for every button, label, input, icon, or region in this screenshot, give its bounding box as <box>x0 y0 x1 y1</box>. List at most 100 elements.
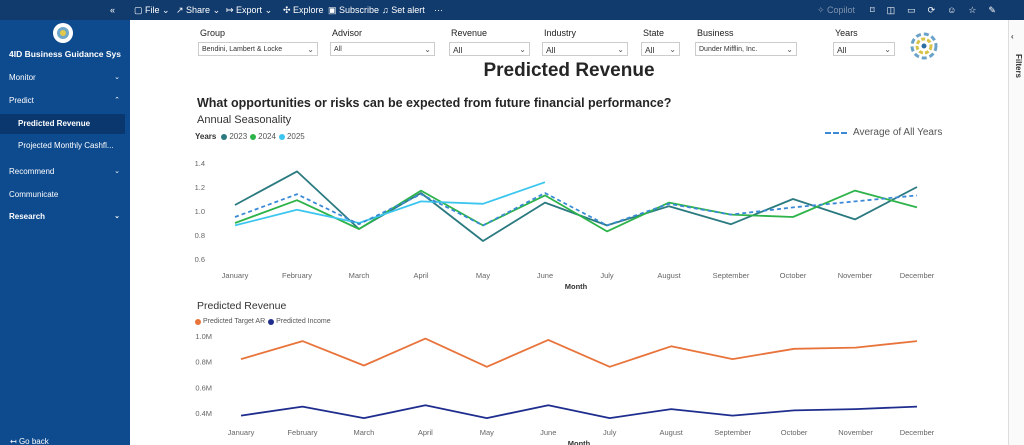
x-axis-label: Month <box>565 282 588 291</box>
filter-label: State <box>643 28 665 38</box>
nav-item[interactable]: Predict ⌃ <box>0 91 130 111</box>
dropdown-arrow: ⌄ <box>786 45 793 54</box>
toolbar-subscribe[interactable]: ▣ Subscribe <box>328 5 380 15</box>
nav-item[interactable]: Recommend ⌄ <box>0 162 130 182</box>
x-axis-label: Month <box>568 439 591 445</box>
legend-swatch <box>278 133 285 140</box>
nav-item[interactable]: Monitor ⌄ <box>0 68 130 88</box>
filter-value: All <box>546 45 556 55</box>
series-line <box>240 337 918 368</box>
legend: Average of All Years <box>825 127 942 138</box>
label: Predicted Revenue <box>18 119 91 128</box>
x-tick-label: June <box>540 428 556 437</box>
filter-label: Revenue <box>451 28 488 38</box>
sidebar: 4ID Business Guidance Sys Monitor ⌄ Predi… <box>0 20 130 445</box>
filter-label: Industry <box>544 28 577 38</box>
y-tick-label: 0.6 <box>195 255 205 264</box>
legend-item[interactable]: Predicted Target AR <box>195 318 265 325</box>
toolbar-set-alert[interactable]: ♫ Set alert <box>382 5 425 15</box>
label: Monitor <box>9 73 36 82</box>
label: File <box>145 5 160 15</box>
dropdown-arrow: ⌄ <box>519 45 526 54</box>
dropdown-arrow: ⌄ <box>424 45 431 54</box>
legend-label: Predicted Income <box>276 318 331 325</box>
x-tick-label: February <box>287 428 317 437</box>
toolbar: « ▢ File ⌄ ↗ Share ⌄ ↦ Export ⌄ ✣ Explor… <box>0 0 1024 20</box>
toolbar-icons[interactable]: ⌑◫▭⟳☺☆✎ <box>870 5 1008 15</box>
dropdown-arrow: ⌄ <box>669 45 676 54</box>
series-line <box>234 181 546 227</box>
legend-label: Average of All Years <box>853 127 943 138</box>
toolbar-export[interactable]: ↦ Export ⌄ <box>226 5 273 15</box>
label: Recommend <box>9 167 55 176</box>
legend-item[interactable]: Average of All Years <box>825 127 942 138</box>
filter-dropdown[interactable]: Bendini, Lambert & Locke ⌄ <box>198 42 318 56</box>
x-tick-label: December <box>900 428 935 437</box>
collapse-icon[interactable]: « <box>110 5 116 15</box>
dropdown-arrow: ⌄ <box>307 45 314 54</box>
y-tick-label: 1.0M <box>195 332 212 341</box>
filter-dropdown[interactable]: All ⌄ <box>542 42 628 56</box>
filter-label: Years <box>835 28 858 38</box>
y-tick-label: 1.4 <box>195 159 205 168</box>
legend-item[interactable]: 2023 <box>221 132 247 141</box>
filters-pane[interactable]: ‹ Filters <box>1008 20 1024 445</box>
go-back[interactable]: ↤ Go back <box>10 437 49 445</box>
toolbar-copilot[interactable]: ✧ Copilot <box>817 5 856 15</box>
filter-dropdown[interactable]: All ⌄ <box>833 42 895 56</box>
x-tick-label: June <box>537 271 553 280</box>
legend: Predicted Target AR Predicted Income <box>195 318 331 325</box>
x-tick-label: April <box>413 271 428 280</box>
label: Share <box>186 5 211 15</box>
legend-item[interactable]: 2025 <box>278 132 305 141</box>
y-tick-label: 0.6M <box>195 383 212 392</box>
filter-value: All <box>453 45 463 55</box>
x-tick-label: March <box>349 271 370 280</box>
x-tick-label: January <box>228 428 255 437</box>
x-tick-label: September <box>713 271 750 280</box>
filter-dropdown[interactable]: Dunder Mifflin, Inc. ⌄ <box>695 42 797 56</box>
nav-item[interactable]: Communicate <box>0 185 130 205</box>
nav-item[interactable]: Research ⌄ <box>0 207 130 227</box>
filter-dropdown[interactable]: All ⌄ <box>641 42 680 56</box>
label: Research <box>9 212 46 221</box>
chart-title: Predicted Revenue <box>197 300 287 312</box>
label: Export <box>236 5 263 15</box>
y-tick-label: 0.8M <box>195 358 212 367</box>
app-name: 4ID Business Guidance Sys <box>9 49 121 59</box>
x-tick-label: May <box>480 428 494 437</box>
series-line <box>240 404 918 419</box>
nav-item[interactable]: Projected Monthly Cashfl... <box>0 136 130 156</box>
label: Go back <box>18 437 49 445</box>
filter-value: All <box>334 46 342 53</box>
x-tick-label: July <box>600 271 614 280</box>
legend-title: Years <box>195 132 217 141</box>
filter-dropdown[interactable]: All ⌄ <box>330 42 435 56</box>
dropdown-arrow: ⌄ <box>617 45 624 54</box>
x-tick-label: October <box>780 271 807 280</box>
nav-item-selected[interactable]: Predicted Revenue <box>0 114 125 134</box>
page-question: What opportunities or risks can be expec… <box>197 96 672 110</box>
series-line <box>234 189 918 233</box>
legend-swatch <box>250 133 257 140</box>
y-tick-label: 0.8 <box>195 231 205 240</box>
y-tick-label: 1.0 <box>195 207 205 216</box>
label: Communicate <box>9 190 59 199</box>
x-tick-label: August <box>657 271 681 280</box>
legend-item[interactable]: Predicted Income <box>268 318 331 325</box>
page-title: Predicted Revenue <box>483 60 655 81</box>
legend-swatch <box>195 318 201 325</box>
toolbar-explore[interactable]: ✣ Explore <box>283 5 324 15</box>
legend-item[interactable]: 2024 <box>250 132 276 141</box>
label: Copilot <box>827 5 856 15</box>
y-tick-label: 1.2 <box>195 183 205 192</box>
toolbar-more[interactable]: ··· <box>434 5 443 15</box>
business-logo <box>910 32 938 60</box>
toolbar-share[interactable]: ↗ Share ⌄ <box>176 5 221 15</box>
toolbar-file[interactable]: ▢ File ⌄ <box>134 5 170 15</box>
legend-label: Predicted Target AR <box>203 318 266 325</box>
filter-label: Group <box>200 28 226 38</box>
x-tick-label: October <box>781 428 808 437</box>
filter-value: Dunder Mifflin, Inc. <box>699 46 758 53</box>
filter-dropdown[interactable]: All ⌄ <box>449 42 530 56</box>
